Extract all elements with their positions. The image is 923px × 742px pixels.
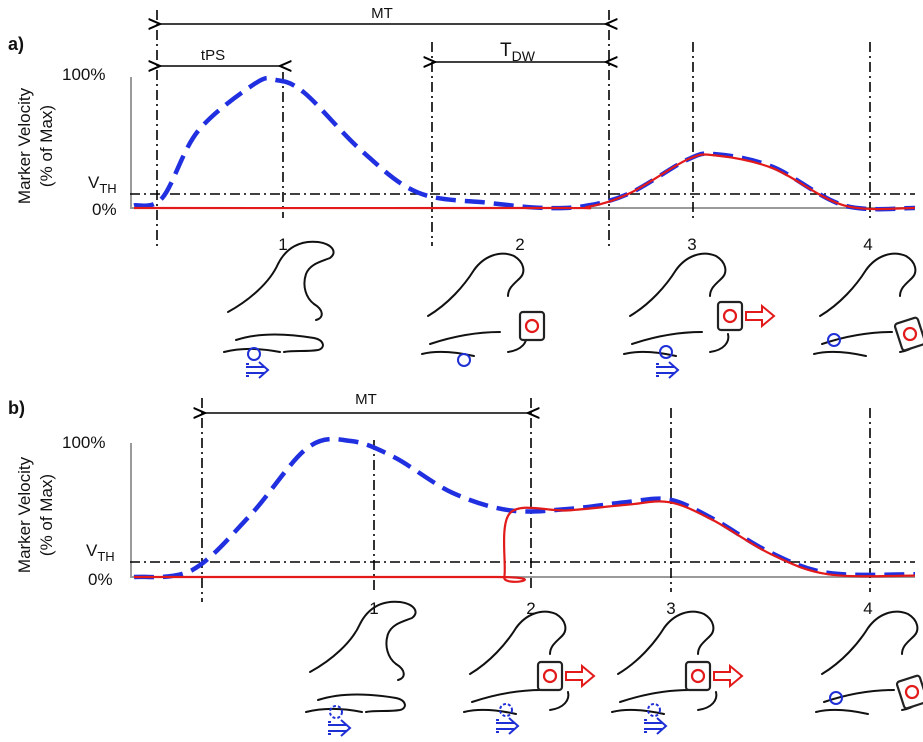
marker-icon [499,703,513,717]
panel-b-ylabel: Marker Velocity (% of Max) [15,456,56,573]
hand-a-1-reach [223,240,335,379]
panel-a-all-fingers-curve [133,75,916,212]
panel-b-threshold-label: VTH [86,541,115,564]
hand-b-3-move [611,610,743,735]
hand-b-2-grasp-move [463,610,595,735]
hand-a-3-move [623,252,775,379]
panel-a-tdw-label: TDW [500,40,536,64]
panel-a-phase-3: 3 [687,235,696,254]
panel-a-ytick-min: 0% [92,200,117,219]
panel-a-ylabel-line1: Marker Velocity [15,87,34,204]
panel-a-phase-4: 4 [863,235,872,254]
marker-icon [457,353,471,367]
hand-a-4-release [813,252,923,357]
panel-b-phase-3: 3 [666,599,675,618]
hand-b-4-release [815,610,923,715]
panel-b: b) Marker Velocity (% of Max) 100% 0% VT… [8,391,916,618]
panel-b-label: b) [8,398,25,418]
panel-b-thumb-index-curve [134,500,916,583]
panel-a-phase-2: 2 [515,235,524,254]
panel-a-axes [130,77,915,209]
panel-a-phase-1: 1 [278,235,287,254]
panel-b-mt-label: MT [355,391,377,408]
panel-a-mt-label: MT [371,5,393,22]
panel-b-ylabel-line2: (% of Max) [37,474,56,556]
marker-icon [827,333,841,347]
panel-a-label: a) [8,34,24,54]
panel-a-tps-label: tPS [201,47,225,64]
panel-b-ytick-max: 100% [62,433,105,452]
panel-b-axes [130,443,915,578]
marker-icon [829,691,843,705]
panel-b-all-fingers-curve [133,436,916,580]
panel-a-ytick-max: 100% [62,65,105,84]
marker-icon [659,345,673,359]
panel-b-ylabel-line1: Marker Velocity [15,456,34,573]
hand-b-1-reach [305,600,417,737]
panel-a-thumb-index-curve [133,153,916,211]
panel-a-ylabel-line2: (% of Max) [37,105,56,187]
panel-a-threshold-label: VTH [88,173,117,196]
panel-a: a) Marker Velocity (% of Max) 100% 0% VT… [8,5,916,254]
marker-icon [647,703,661,717]
marker-icon [247,347,261,361]
marker-icon [329,705,343,719]
hand-a-2-grasp [421,252,546,367]
panel-b-phase-2: 2 [526,599,535,618]
panel-b-ytick-min: 0% [88,570,113,589]
panel-b-phase-4: 4 [863,599,872,618]
panel-a-ylabel: Marker Velocity (% of Max) [15,87,56,204]
